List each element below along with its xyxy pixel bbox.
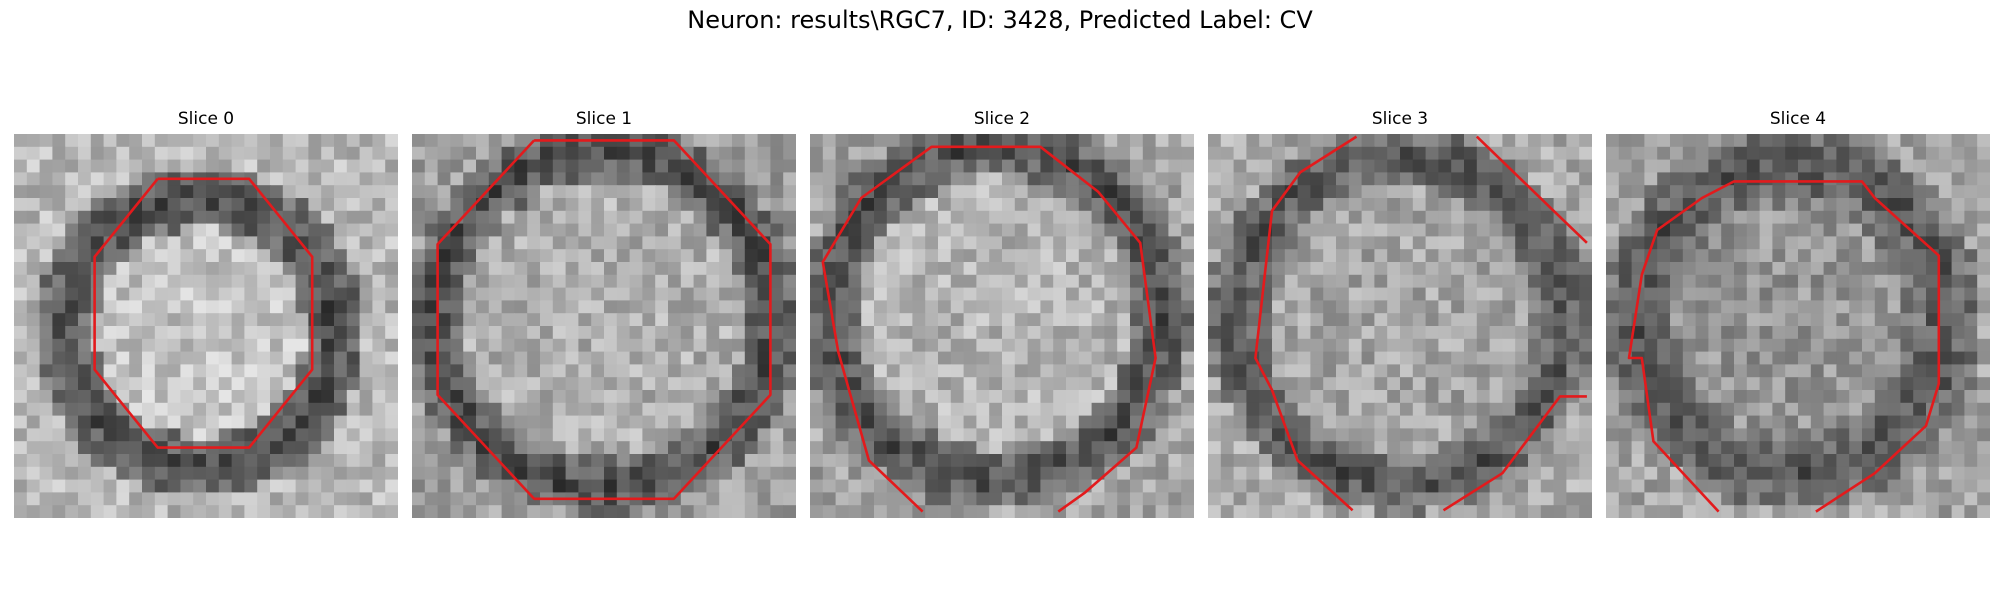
slice-image-0 — [14, 134, 398, 518]
slice-panel-3: Slice 3 — [1208, 108, 1592, 518]
figure-title: Neuron: results\RGC7, ID: 3428, Predicte… — [687, 6, 1313, 34]
slice-panel-2: Slice 2 — [810, 108, 1194, 518]
slice-title-0: Slice 0 — [177, 109, 235, 129]
contour-line — [821, 145, 1157, 513]
contour-line — [1627, 180, 1941, 513]
contour-line — [93, 177, 314, 449]
contour-line — [1475, 135, 1588, 244]
contour-line — [1254, 135, 1358, 512]
slice-title-3: Slice 3 — [1371, 109, 1429, 129]
slice-panel-1: Slice 1 — [412, 108, 796, 518]
slice-panel-4: Slice 4 — [1606, 108, 1990, 518]
slice-image-2 — [810, 134, 1194, 518]
slice-image-1 — [412, 134, 796, 518]
slice-image-3 — [1208, 134, 1592, 518]
slice-title-2: Slice 2 — [973, 109, 1031, 129]
slice-title-1: Slice 1 — [575, 109, 633, 129]
slice-panel-0: Slice 0 — [14, 108, 398, 518]
slice-image-4 — [1606, 134, 1990, 518]
contour-line — [436, 139, 772, 501]
contour-line — [1442, 395, 1587, 512]
slice-title-4: Slice 4 — [1769, 109, 1827, 129]
